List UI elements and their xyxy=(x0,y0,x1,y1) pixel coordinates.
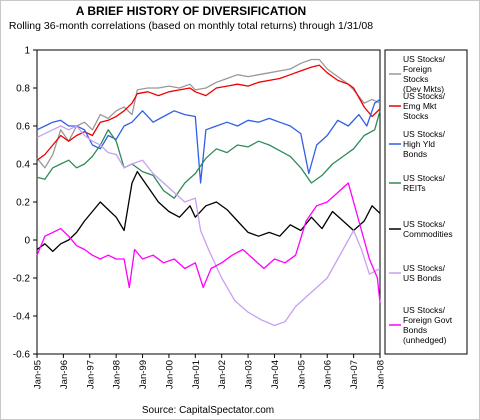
legend-label: US Stocks/ xyxy=(403,54,446,64)
legend-label: US Stocks/ xyxy=(403,91,446,101)
legend-label: Emg Mkt xyxy=(403,101,437,111)
y-tick-label: -0.6 xyxy=(13,350,31,361)
x-tick-label: Jan-08 xyxy=(376,360,387,389)
series-line-2 xyxy=(36,64,381,161)
legend-label: Stocks xyxy=(403,111,429,121)
series-line-3 xyxy=(36,98,381,184)
y-tick-label: 0.2 xyxy=(16,198,30,209)
y-tick-label: 0 xyxy=(24,236,30,247)
legend-label: US Stocks/ xyxy=(403,219,446,229)
x-tick-label: Jan-03 xyxy=(244,360,255,389)
plot-area xyxy=(36,49,381,355)
chart-title: A BRIEF HISTORY OF DIVERSIFICATION xyxy=(76,4,306,18)
series-lines xyxy=(36,58,381,327)
x-tick-label: Jan-05 xyxy=(296,360,307,389)
x-tick-label: Jan-98 xyxy=(112,360,123,389)
legend-label: (unhedged) xyxy=(403,335,447,345)
y-tick-label: 0.4 xyxy=(16,160,30,171)
legend-label: Stocks xyxy=(403,74,429,84)
series-line-7 xyxy=(36,182,381,303)
x-tick-label: Jan-99 xyxy=(138,360,149,389)
x-tick-label: Jan-02 xyxy=(217,360,228,389)
y-tick-label: -0.2 xyxy=(13,274,31,285)
legend-label: Commodities xyxy=(403,229,453,239)
legend-label: US Stocks/ xyxy=(403,263,446,273)
x-tick-label: Jan-96 xyxy=(59,360,70,389)
series-line-4 xyxy=(36,110,381,199)
y-tick-label: 0.6 xyxy=(16,122,30,133)
y-tick-label: 0.8 xyxy=(16,84,30,95)
series-line-1 xyxy=(36,58,381,169)
x-tick-label: Jan-95 xyxy=(33,360,44,389)
chart-source: Source: CapitalSpectator.com xyxy=(142,405,274,416)
legend-label: Bonds xyxy=(403,149,427,159)
x-tick-label: Jan-06 xyxy=(323,360,334,389)
x-tick-label: Jan-04 xyxy=(270,360,281,389)
x-tick-label: Jan-01 xyxy=(191,360,202,389)
y-tick-label: -0.4 xyxy=(13,312,31,323)
x-axis: Jan-95 Jan-96 Jan-97 Jan-98 Jan-99 Jan-00 Jan-… xyxy=(33,354,387,389)
legend-label: US Bonds xyxy=(403,273,441,283)
x-tick-label: Jan-00 xyxy=(164,360,175,389)
legend-label: US Stocks/ xyxy=(403,129,446,139)
legend-label: Bonds xyxy=(403,325,427,335)
x-tick-label: Jan-97 xyxy=(85,360,96,389)
legend-label: (Dev Mkts) xyxy=(403,84,444,94)
legend-label: Foreign xyxy=(403,64,432,74)
legend-label: REITs xyxy=(403,183,426,193)
legend-label: Foreign Govt xyxy=(403,315,453,325)
y-axis: 1 0.8 0.6 0.4 0.2 0 -0.2 -0.4 -0.6 xyxy=(13,46,37,361)
chart-subtitle: Rolling 36-month correlations (based on … xyxy=(9,20,373,32)
series-line-5 xyxy=(36,170,381,253)
series-line-6 xyxy=(36,125,381,327)
legend-box xyxy=(384,49,468,355)
x-tick-label: Jan-07 xyxy=(349,360,360,389)
legend-label: High Yld xyxy=(403,139,435,149)
legend-label: US Stocks/ xyxy=(403,305,446,315)
y-tick-label: 1 xyxy=(24,46,30,57)
legend-label: US Stocks/ xyxy=(403,173,446,183)
